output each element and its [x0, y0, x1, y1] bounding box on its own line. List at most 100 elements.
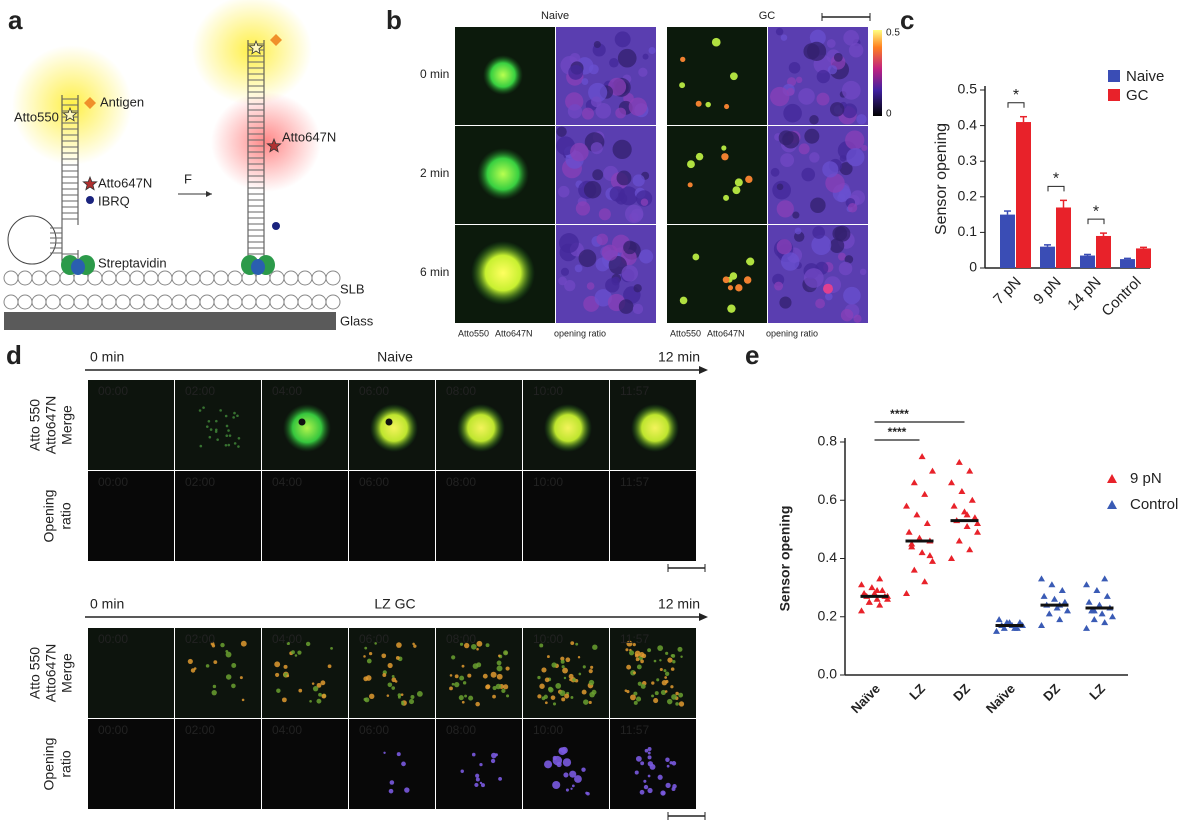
- cell-signal: [569, 678, 572, 682]
- ratio-speckle: [770, 167, 780, 177]
- data-point: [966, 467, 974, 474]
- cell-signal: [233, 411, 236, 415]
- cell-signal: [679, 82, 686, 89]
- cell-signal: [239, 676, 243, 680]
- cell-signal: [464, 694, 468, 698]
- timestamp: 11:57: [620, 632, 649, 646]
- streptavidin: [71, 259, 85, 275]
- cell-signal: [637, 681, 642, 686]
- lipid: [227, 270, 243, 286]
- data-point: [1061, 598, 1069, 605]
- ratio-speckle: [475, 773, 480, 778]
- ratio-image: [262, 719, 348, 809]
- ratio-speckle: [644, 748, 649, 753]
- cell-signal: [559, 690, 566, 697]
- ratio-speckle: [638, 67, 648, 77]
- ratio-speckle: [671, 787, 676, 792]
- data-point: [903, 589, 910, 596]
- ratio-speckle: [829, 238, 845, 254]
- y-tick-label: 0.2: [958, 188, 978, 204]
- ratio-speckle: [635, 755, 642, 762]
- cell-signal: [664, 690, 668, 693]
- ratio-speckle: [647, 755, 652, 760]
- ratio-speckle: [612, 139, 632, 160]
- cell-signal: [401, 700, 404, 704]
- colorbar: [873, 30, 882, 116]
- ratio-speckle: [803, 268, 824, 288]
- cell-signal: [485, 684, 490, 690]
- bar: [1120, 259, 1135, 268]
- ratio-speckle: [815, 298, 826, 309]
- cell-signal: [722, 276, 730, 284]
- timestamp: 08:00: [446, 723, 476, 737]
- cell-signal: [561, 697, 566, 702]
- ratio-speckle: [647, 787, 653, 794]
- ratio-speckle: [633, 284, 642, 293]
- lipid: [213, 270, 229, 286]
- bar: [1000, 214, 1015, 268]
- cell-signal: [665, 651, 669, 655]
- ratio-speckle: [564, 280, 576, 292]
- cell-signal: [630, 694, 636, 701]
- data-point: [948, 479, 955, 486]
- timestamp: 04:00: [272, 384, 302, 398]
- cell-signal: [211, 644, 216, 648]
- cell-signal: [640, 659, 644, 664]
- data-point: [876, 575, 884, 582]
- cell-signal: [636, 664, 642, 670]
- cell-signal: [459, 675, 465, 681]
- timestamp: 06:00: [359, 632, 389, 646]
- cell-signal: [236, 414, 239, 418]
- cell-signal: [368, 652, 373, 656]
- cell-signal: [391, 677, 397, 683]
- ratio-image: [610, 471, 696, 561]
- ratio-speckle: [856, 114, 867, 125]
- significance-label: *: [1093, 203, 1099, 220]
- ratio-speckle: [861, 144, 868, 152]
- ratio-speckle: [824, 292, 833, 301]
- cell-signal: [501, 688, 506, 694]
- data-point: [968, 496, 976, 503]
- antigen: [270, 34, 282, 46]
- cell-signal: [408, 699, 415, 705]
- y-axis-label: Sensor opening: [777, 506, 793, 612]
- channel-label: Atto647N: [43, 396, 59, 454]
- lipid: [101, 270, 117, 286]
- lipid: [227, 294, 243, 310]
- cell-signal: [560, 656, 565, 661]
- ratio-speckle: [783, 103, 802, 123]
- data-point: [955, 458, 963, 465]
- ratio-speckle: [592, 169, 604, 181]
- cell-signal: [659, 659, 662, 662]
- cell-signal: [732, 186, 741, 195]
- significance-label: ****: [888, 425, 907, 439]
- cell-signal: [562, 667, 568, 674]
- ratio-speckle: [809, 152, 820, 163]
- data-point: [913, 511, 921, 518]
- ratio-hotspot: [823, 283, 833, 294]
- ratio-image: [610, 719, 696, 809]
- data-point: [974, 528, 981, 535]
- ratio-speckle: [778, 130, 794, 146]
- cell-signal: [544, 677, 550, 683]
- lipid: [115, 270, 131, 286]
- cell-signal: [548, 687, 554, 693]
- ratio-speckle: [601, 244, 618, 261]
- cell-signal: [458, 695, 464, 701]
- ratio-speckle: [642, 53, 649, 60]
- data-point: [1103, 592, 1111, 599]
- cell-signal: [678, 692, 684, 698]
- fluorophore: [62, 106, 78, 122]
- cell-signal: [631, 404, 679, 452]
- ratio-speckle: [770, 86, 790, 107]
- column-label: GC: [759, 10, 776, 22]
- cell-signal: [451, 682, 455, 686]
- legend-label: Naive: [1126, 68, 1164, 85]
- lipid: [269, 270, 285, 286]
- ratio-speckle: [581, 107, 594, 120]
- lipid: [199, 270, 215, 286]
- ratio-speckle: [774, 281, 784, 291]
- ratio-speckle: [811, 235, 832, 255]
- data-point: [865, 598, 873, 605]
- ratio-speckle: [471, 752, 476, 757]
